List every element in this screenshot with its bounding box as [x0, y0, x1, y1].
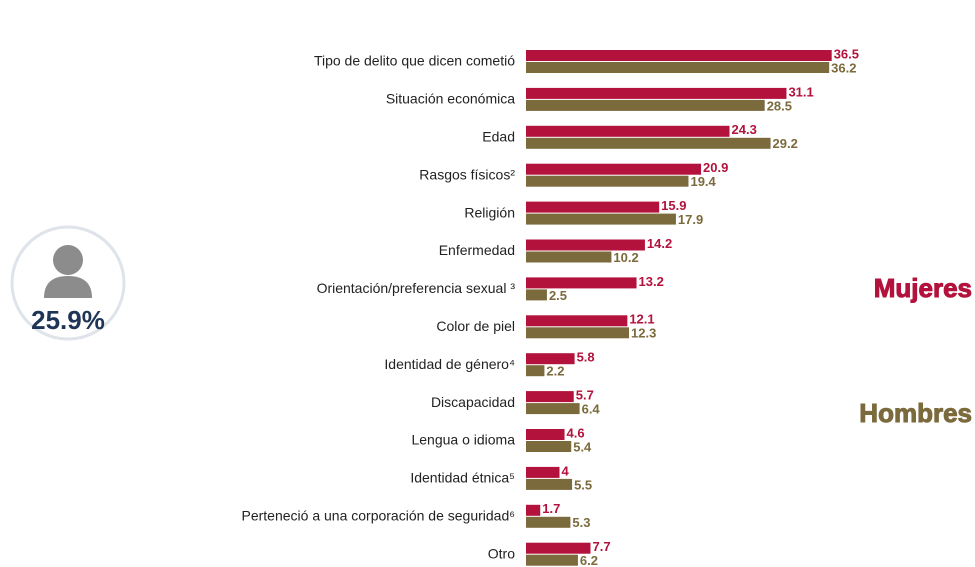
category-label: Religión: [464, 204, 515, 220]
value-label: 14.2: [647, 236, 672, 251]
value-label: 29.2: [773, 136, 798, 151]
bar: [526, 504, 541, 516]
category-label: Edad: [482, 129, 515, 145]
legend-entry: Mujeres: [874, 273, 972, 303]
bar: [526, 315, 628, 327]
badge: 25.9%: [10, 225, 126, 341]
bar: [526, 403, 580, 415]
bar: [526, 213, 676, 225]
category-label: Perteneció a una corporación de segurida…: [242, 508, 516, 524]
value-label: 7.7: [592, 539, 610, 554]
value-label: 6.4: [582, 402, 601, 417]
bar: [526, 277, 637, 289]
category-label: Color de piel: [436, 318, 515, 334]
bar: [526, 99, 765, 111]
value-label: 12.1: [629, 312, 654, 327]
category-label: Lengua o idioma: [411, 432, 515, 448]
value-label: 5.4: [573, 439, 592, 454]
badge-value: 25.9%: [31, 305, 105, 335]
value-label: 5.3: [572, 515, 590, 530]
value-label: 24.3: [732, 122, 757, 137]
legend-entry: Hombres: [859, 398, 972, 428]
value-label: 4.6: [567, 425, 585, 440]
value-label: 2.2: [546, 364, 564, 379]
bar: [526, 516, 571, 528]
category-label: Enfermedad: [439, 242, 515, 258]
person-icon-head: [53, 245, 83, 275]
bar: [526, 62, 830, 73]
bar: [526, 542, 591, 554]
person-icon-body: [44, 276, 92, 298]
value-label: 28.5: [767, 98, 792, 113]
value-label: 36.5: [834, 46, 859, 61]
bar: [526, 466, 560, 478]
category-label: Situación económica: [386, 91, 515, 107]
bar: [526, 137, 771, 149]
value-label: 5.8: [577, 350, 595, 365]
value-label: 13.2: [639, 274, 664, 289]
value-label: 31.1: [788, 84, 813, 99]
value-label: 20.9: [703, 160, 728, 175]
value-label: 10.2: [613, 250, 638, 265]
bar: [526, 87, 787, 99]
value-label: 17.9: [678, 212, 703, 227]
value-label: 1.7: [542, 501, 560, 516]
bar: [526, 175, 689, 187]
value-label: 6.2: [580, 553, 598, 567]
bar: [526, 429, 565, 440]
value-label: 4: [562, 463, 570, 478]
bar: [526, 289, 547, 301]
category-label: Identidad étnica⁵: [410, 470, 515, 486]
value-label: 19.4: [690, 174, 716, 189]
bar: [526, 201, 660, 213]
category-label: Rasgos físicos²: [419, 166, 515, 182]
value-label: 5.5: [574, 477, 592, 492]
bar: [526, 50, 832, 61]
category-label: Orientación/preferencia sexual ³: [317, 280, 516, 296]
bar: [526, 239, 645, 251]
category-label: Otro: [488, 545, 515, 561]
category-label: Discapacidad: [431, 394, 515, 410]
bar: [526, 554, 578, 566]
value-label: 36.2: [831, 60, 856, 75]
bar: [526, 441, 572, 452]
bar: [526, 125, 730, 137]
value-label: 15.9: [661, 198, 686, 213]
value-label: 12.3: [631, 326, 656, 341]
bar: [526, 163, 702, 175]
bar: [526, 365, 545, 377]
value-label: 2.5: [549, 288, 567, 303]
bar: [526, 478, 573, 490]
bar: [526, 353, 575, 365]
bar: [526, 391, 574, 403]
bar: [526, 327, 630, 339]
value-label: 5.7: [576, 388, 594, 403]
category-label: Identidad de género⁴: [384, 356, 515, 372]
bar: [526, 251, 612, 263]
category-label: Tipo de delito que dicen cometió: [314, 53, 515, 69]
